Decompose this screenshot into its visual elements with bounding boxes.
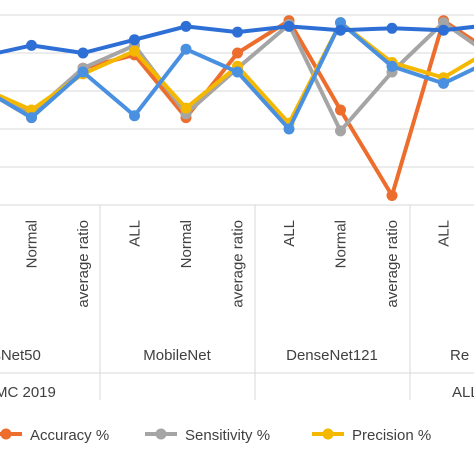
group-label: MobileNet xyxy=(143,347,211,364)
series-layer xyxy=(0,15,474,201)
legend-label: Accuracy % xyxy=(30,427,109,444)
data-point-0 xyxy=(232,47,243,59)
legend-swatch-marker xyxy=(322,428,334,440)
tick-label: Normal xyxy=(333,220,350,268)
data-point-3 xyxy=(180,43,192,55)
legend-label: Sensitivity % xyxy=(185,427,270,444)
legend: Accuracy % Sensitivity % Precision % xyxy=(0,427,431,444)
data-point-4 xyxy=(232,26,243,38)
category-axis xyxy=(0,204,474,400)
tick-label: ALL xyxy=(127,220,144,247)
data-point-4 xyxy=(180,20,192,32)
data-point-0 xyxy=(335,104,346,116)
data-point-3 xyxy=(77,66,89,78)
legend-swatch-marker xyxy=(155,428,167,440)
group-label: DenseNet121 xyxy=(286,347,378,364)
data-point-3 xyxy=(335,17,346,29)
data-point-0 xyxy=(386,190,398,201)
data-point-4 xyxy=(438,24,449,36)
data-point-3 xyxy=(438,77,449,89)
data-point-4 xyxy=(283,20,295,32)
data-point-3 xyxy=(283,123,295,135)
gridlines xyxy=(0,14,474,206)
tick-label: average ratio xyxy=(230,220,247,308)
data-point-4 xyxy=(386,22,398,34)
group-label: Re xyxy=(450,347,469,364)
data-point-1 xyxy=(438,17,449,29)
group-labels: esNet50 MobileNet DenseNet121 Re MC 2019 ALL xyxy=(0,347,474,401)
data-point-4 xyxy=(77,47,89,59)
supergroup-label: ALL xyxy=(452,384,474,401)
data-point-3 xyxy=(386,60,398,72)
data-point-3 xyxy=(129,110,140,122)
data-point-2 xyxy=(129,45,140,57)
data-point-4 xyxy=(335,24,346,36)
series-line-0 xyxy=(0,18,474,198)
tick-label: average ratio xyxy=(384,220,401,308)
data-point-2 xyxy=(180,102,192,114)
tick-labels: Normal average ratio ALL Normal average rati… xyxy=(24,220,453,308)
tick-label: average ratio xyxy=(75,220,92,308)
data-point-1 xyxy=(335,125,346,137)
legend-label: Precision % xyxy=(352,427,431,444)
tick-label: ALL xyxy=(281,220,298,247)
data-point-4 xyxy=(26,39,37,51)
supergroup-label: MC 2019 xyxy=(0,384,56,401)
legend-swatch-marker xyxy=(0,428,12,440)
tick-label: Normal xyxy=(24,220,41,268)
tick-label: Normal xyxy=(178,220,195,268)
group-label: esNet50 xyxy=(0,347,41,364)
tick-label: ALL xyxy=(436,220,453,247)
data-point-3 xyxy=(232,66,243,78)
data-point-4 xyxy=(129,34,140,46)
data-point-3 xyxy=(26,112,37,124)
